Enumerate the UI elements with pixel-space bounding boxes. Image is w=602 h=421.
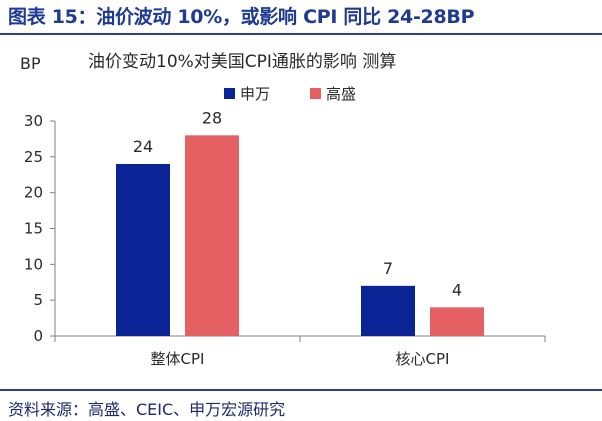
bar-series-1 xyxy=(116,164,170,336)
chart-title: 油价变动10%对美国CPI通胀的影响 测算 xyxy=(88,52,396,72)
y-tick-label: 30 xyxy=(24,112,43,130)
legend-label-series-2: 高盛 xyxy=(326,85,356,103)
figure-title: 图表 15：油价波动 10%，或影响 CPI 同比 24-28BP xyxy=(8,6,475,28)
bar-series-1 xyxy=(361,285,415,336)
x-category-label: 核心CPI xyxy=(396,350,450,368)
bar-series-2 xyxy=(185,135,239,336)
legend-label-series-1: 申万 xyxy=(240,85,270,103)
data-label: 24 xyxy=(133,137,153,156)
y-tick-label: 10 xyxy=(24,255,43,273)
legend: 申万 高盛 xyxy=(224,85,356,103)
bar-series-2 xyxy=(430,307,484,336)
data-label: 7 xyxy=(383,259,393,278)
y-tick-label: 5 xyxy=(33,291,43,309)
data-label: 4 xyxy=(452,280,462,299)
plot-area: 0 5 10 15 20 25 30 24 28 整体CPI 7 4 核心CPI xyxy=(24,108,546,368)
x-category-label: 整体CPI xyxy=(151,350,205,368)
source-note: 资料来源：高盛、CEIC、申万宏源研究 xyxy=(8,400,286,419)
data-label: 28 xyxy=(202,108,222,127)
legend-swatch-series-1 xyxy=(224,88,235,99)
y-unit-label: BP xyxy=(20,54,41,73)
bar-chart: BP 油价变动10%对美国CPI通胀的影响 测算 申万 高盛 0 5 10 15 20 2… xyxy=(20,52,546,368)
title-rule xyxy=(0,33,602,35)
y-tick-label: 25 xyxy=(24,148,43,166)
y-tick-label: 20 xyxy=(24,184,43,202)
y-tick-label: 0 xyxy=(33,327,43,345)
y-tick-label: 15 xyxy=(24,220,43,238)
legend-swatch-series-2 xyxy=(310,88,321,99)
source-rule xyxy=(0,389,602,391)
